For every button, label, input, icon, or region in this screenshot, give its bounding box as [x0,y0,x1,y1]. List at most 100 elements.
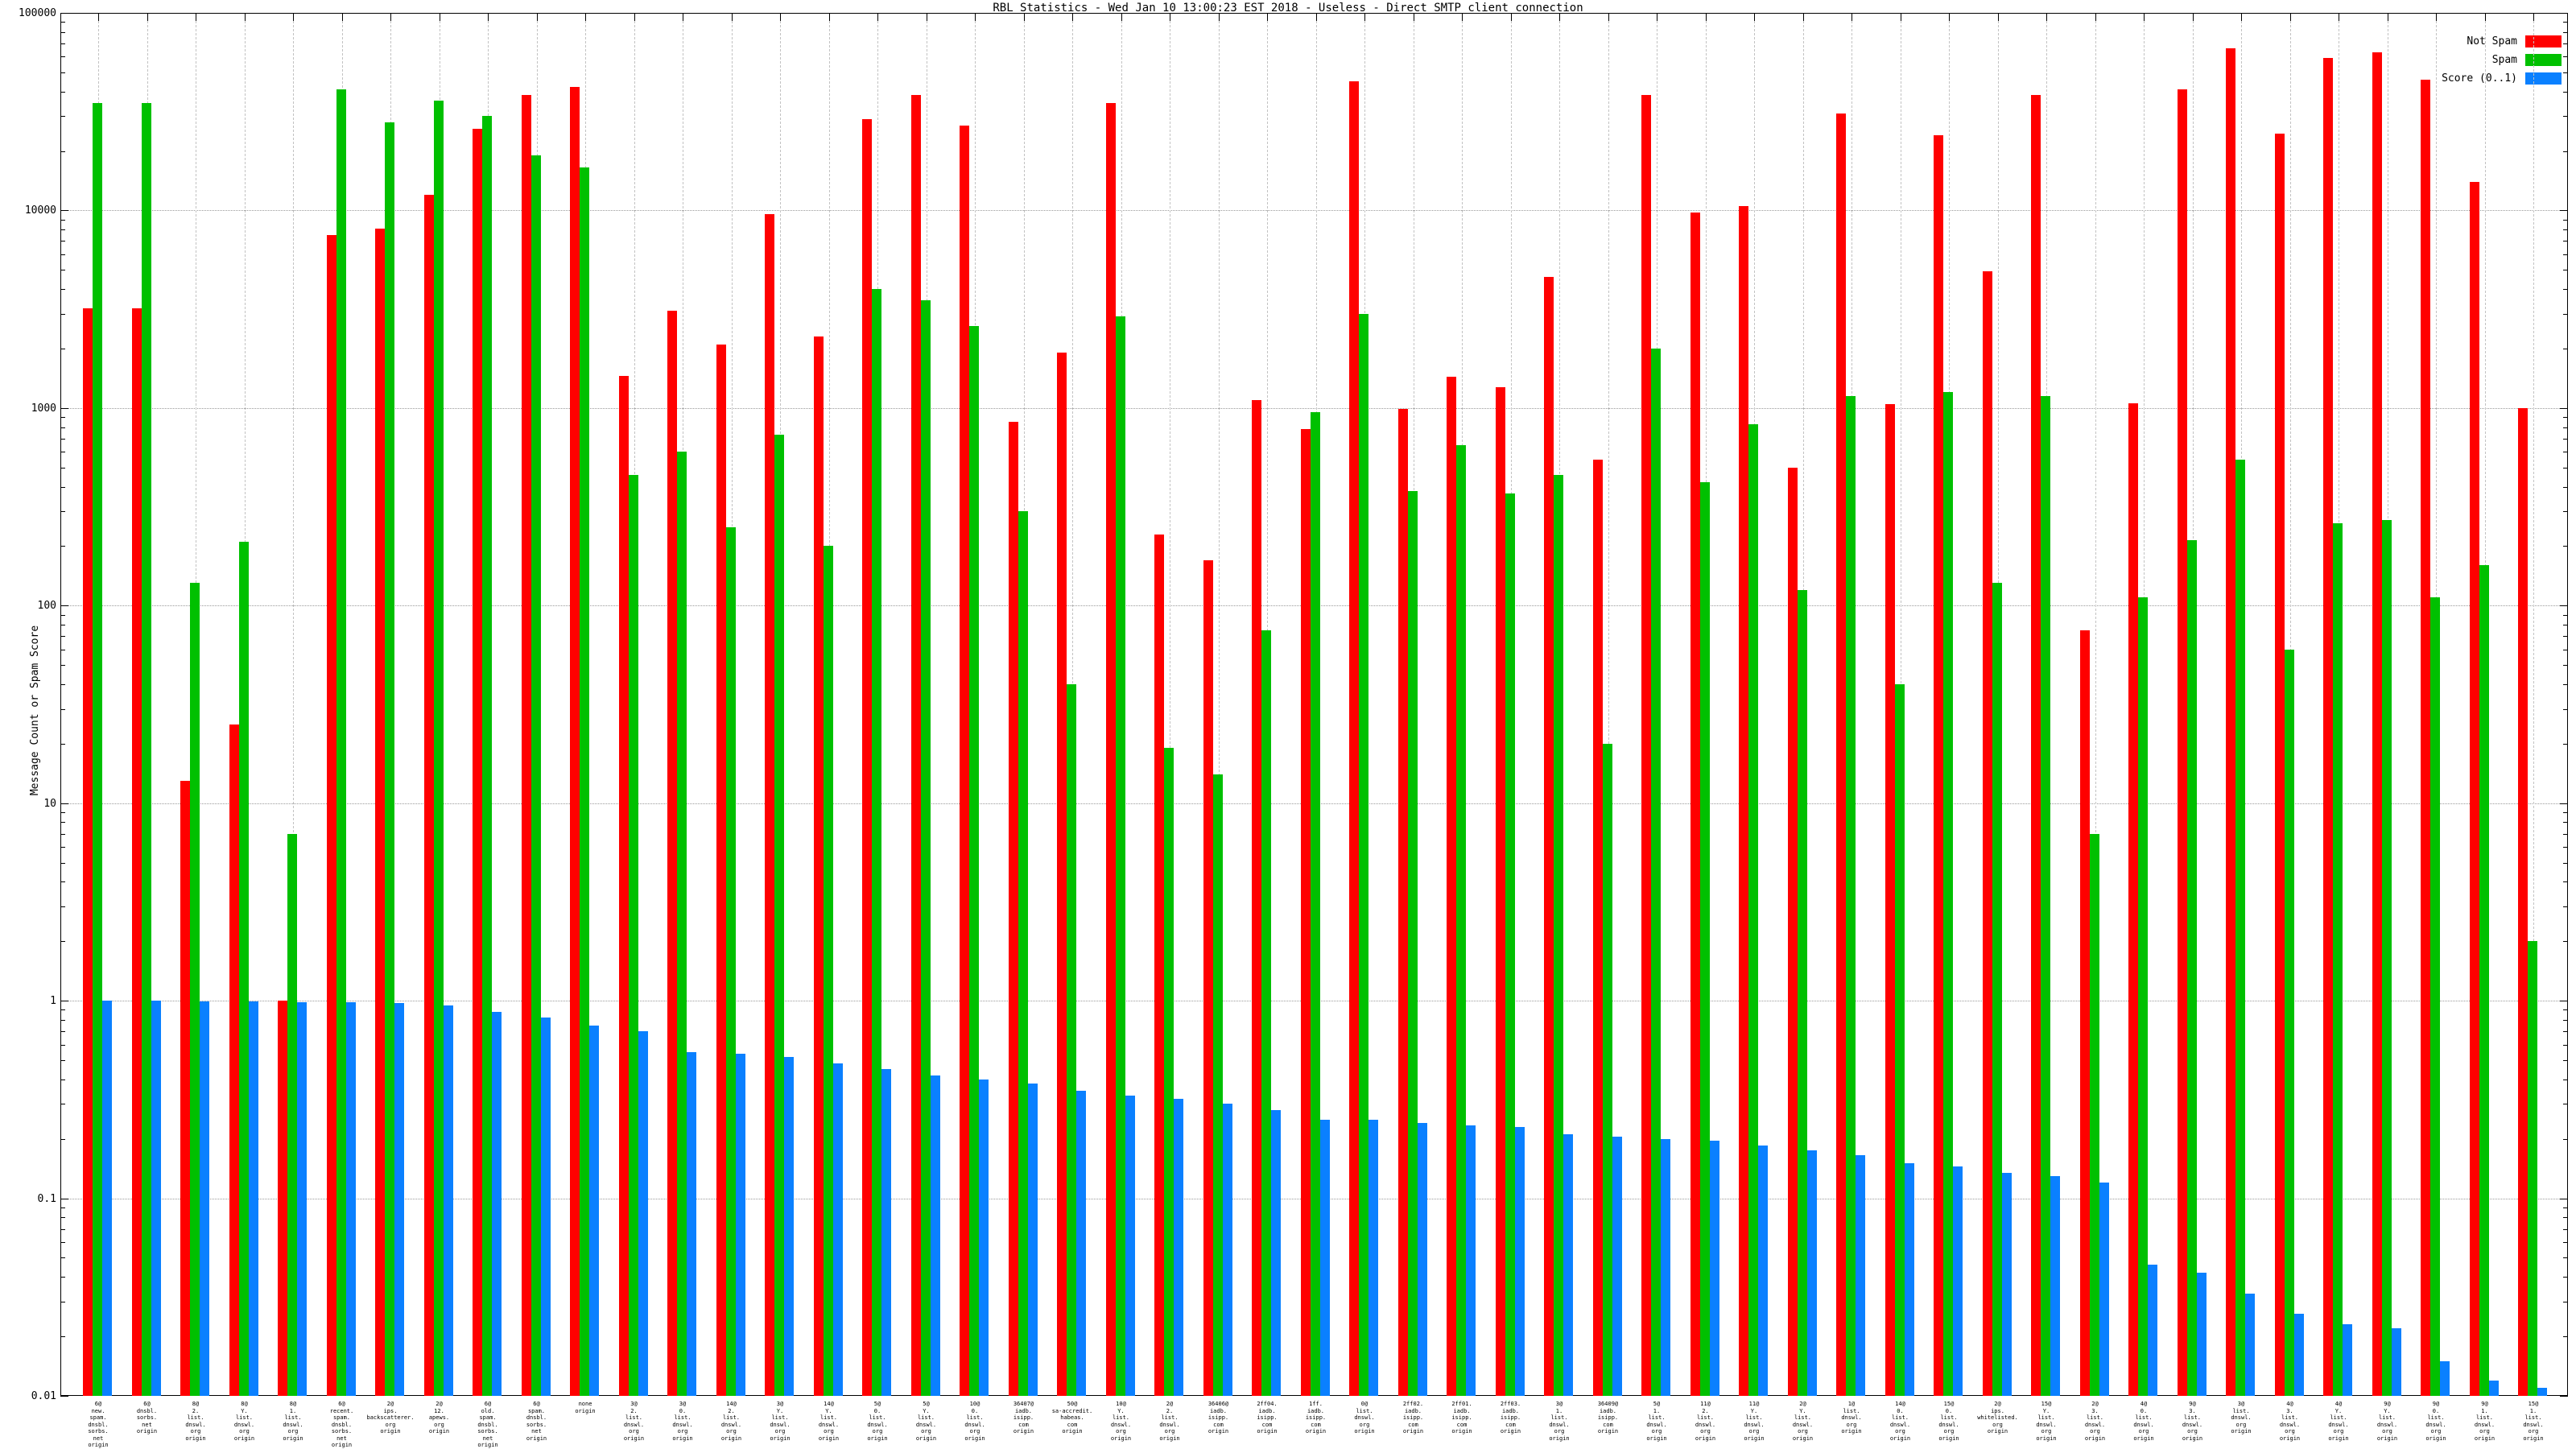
y-minor-tick-mark [60,1031,65,1033]
bar-spam [1797,589,1807,1396]
y-minor-tick-mark [60,665,65,667]
bar-score-0-1- [443,1005,453,1396]
y-tick-label: 10000 [24,204,56,217]
y-tick-mark [2560,407,2568,409]
y-minor-tick-mark [60,906,65,908]
y-minor-tick-mark [2563,833,2568,835]
legend-item-spam: Spam [2442,51,2562,69]
x-tick-mark [731,13,733,21]
bar-not-spam [326,235,336,1396]
y-minor-tick-mark [60,151,65,152]
bar-score-0-1- [540,1018,551,1396]
y-minor-tick-mark [2563,1044,2568,1046]
y-minor-tick-mark [2563,811,2568,813]
x-tick-mark [2095,13,2096,21]
y-tick-label: 0.01 [31,1390,56,1402]
y-minor-tick-mark [60,313,65,315]
y-minor-tick-mark [2563,906,2568,908]
bar-spam [1407,490,1418,1396]
x-category-label: 5@ 0. list. dnswl. org origin [867,1401,888,1442]
bar-spam [677,452,687,1396]
chart-title: RBL Statistics - Wed Jan 10 13:00:23 EST… [993,2,1583,14]
y-minor-tick-mark [2563,881,2568,883]
bar-not-spam [2421,79,2430,1396]
y-tick-label: 0.1 [37,1192,56,1205]
bar-spam [190,583,200,1396]
x-tick-mark [1608,13,1609,21]
y-minor-tick-mark [2563,636,2568,638]
bar-spam [872,289,881,1396]
x-tick-mark [1121,13,1122,21]
bar-not-spam [1349,81,1359,1396]
y-minor-tick-mark [2563,72,2568,73]
bar-score-0-1- [881,1069,891,1396]
x-category-label: 10@ 0. list. dnswl. org origin [964,1401,985,1442]
y-minor-tick-mark [60,811,65,813]
bar-score-0-1- [1709,1141,1719,1396]
y-minor-tick-mark [2563,241,2568,242]
bar-spam [1554,474,1563,1396]
y-minor-tick-mark [2563,1031,2568,1033]
y-minor-tick-mark [60,467,65,469]
x-gridline [293,13,294,1396]
bar-not-spam [375,228,385,1396]
bar-score-0-1- [735,1053,745,1396]
y-tick-label: 100 [37,600,56,613]
y-minor-tick-mark [60,636,65,638]
x-gridline [1608,13,1609,1396]
bar-spam [385,122,394,1396]
x-tick-mark [2484,13,2486,21]
y-tick-mark [60,605,68,607]
bar-spam [1067,683,1076,1396]
y-minor-tick-mark [60,822,65,824]
bar-not-spam [1592,459,1603,1396]
y-minor-tick-mark [60,1019,65,1021]
x-tick-mark [1462,13,1463,21]
y-gridline [60,407,2568,409]
x-category-label: 5@ Y. list. dnswl. org origin [915,1401,937,1442]
bar-spam [2138,597,2148,1396]
x-category-label: 8@ 2. list. dnswl. org origin [185,1401,206,1442]
legend-label: Not Spam [2467,35,2517,47]
y-minor-tick-mark [60,833,65,835]
bar-spam [2186,539,2197,1396]
bar-not-spam [2469,181,2479,1396]
bar-score-0-1- [1612,1137,1622,1396]
bar-not-spam [1397,408,1408,1396]
bar-score-0-1- [1319,1119,1330,1396]
y-tick-mark [2560,605,2568,607]
y-minor-tick-mark [2563,1277,2568,1278]
y-minor-tick-mark [2563,1217,2568,1219]
y-axis-label: Message Count or Spam Score [29,625,42,796]
bar-score-0-1- [297,1002,307,1396]
bar-not-spam [2177,89,2187,1396]
x-tick-mark [780,13,781,21]
legend-item-not-spam: Not Spam [2442,32,2562,51]
y-minor-tick-mark [2563,862,2568,864]
y-minor-tick-mark [60,72,65,73]
bar-score-0-1- [784,1056,794,1396]
y-minor-tick-mark [2563,116,2568,118]
x-category-label: 3@ list. dnswl. org origin [2231,1401,2252,1435]
bar-score-0-1- [248,1001,258,1396]
x-tick-mark [877,13,878,21]
x-tick-mark [585,13,586,21]
bar-not-spam [2128,402,2138,1396]
x-category-label: 10@ Y. list. dnswl. org origin [1110,1401,1132,1442]
bar-score-0-1- [1806,1150,1817,1396]
bar-spam [2479,565,2489,1396]
y-minor-tick-mark [2563,438,2568,440]
y-minor-tick-mark [60,1228,65,1230]
x-category-label: 3@ Y. list. dnswl. org origin [770,1401,791,1442]
x-tick-mark [1559,13,1560,21]
bar-spam [141,102,151,1396]
y-tick-mark [2560,13,2568,14]
y-minor-tick-mark [2563,486,2568,488]
bar-not-spam [2226,48,2235,1396]
y-minor-tick-mark [2563,847,2568,848]
bar-not-spam [423,194,434,1396]
y-minor-tick-mark [60,1336,65,1338]
bar-score-0-1- [1368,1119,1378,1396]
bar-spam [1310,412,1320,1396]
bar-spam [1505,493,1515,1396]
